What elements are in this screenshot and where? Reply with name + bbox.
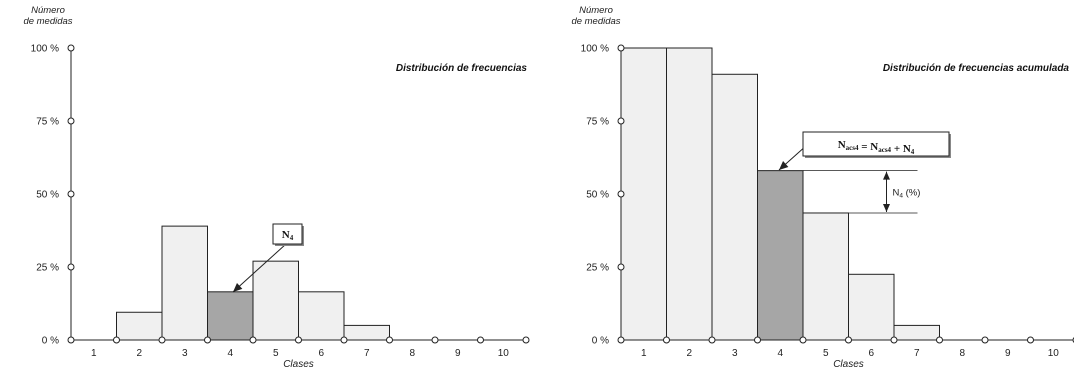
x-boundary-marker [431,336,439,344]
y-tick-label: 50 % [36,190,59,201]
y-tick-label: 25 % [36,263,59,274]
y-axis-title-line1: Número [31,5,65,16]
x-tick-label: 7 [364,348,370,359]
x-boundary-marker [1027,336,1034,344]
bar-7 [893,324,940,341]
chart-title: Distribución de frecuencias acumulada [883,63,1070,74]
x-boundary-marker [158,336,166,344]
x-tick-label: 10 [498,348,510,359]
y-tick-marker [617,336,625,344]
frequency-distribution-chart: 0 % 25 % 50 % 75 % 100 % 1 2 3 4 5 6 7 8 9 10 Clases Núm… [23,5,530,370]
y-tick-label: 75 % [586,117,609,128]
x-tick-label: 10 [1048,348,1060,359]
x-boundary-marker [754,336,761,344]
x-tick-label: 9 [455,348,461,359]
x-tick-label: 4 [777,348,783,359]
measure-arrow-down [883,203,890,212]
y-tick-marker [67,336,75,344]
x-tick-label: 3 [732,348,738,359]
y-tick-marker [67,263,75,271]
y-tick-marker [617,44,625,52]
y-axis-title-line2: de medidas [571,16,620,27]
y-tick-marker [617,117,625,125]
x-tick-label: 2 [136,348,142,359]
y-tick-label: 50 % [586,190,609,201]
annotation-arrow-line [232,243,287,293]
annotation-arrow-head [779,161,789,170]
annotation-arrow-head [233,282,243,292]
y-tick-marker [67,190,75,198]
x-boundary-marker [295,336,302,344]
x-tick-label: 9 [1005,348,1011,359]
bar-4 [757,170,804,341]
x-boundary-marker [477,336,484,344]
x-tick-label: 6 [318,348,324,359]
bar-6 [848,273,895,341]
y-tick-marker [617,190,625,198]
y-tick-label: 0 % [42,336,59,347]
chart-title: Distribución de frecuencias [396,63,528,74]
bar-3 [711,73,758,341]
bar-1 [620,47,667,341]
measure-arrow-up [883,171,890,180]
x-boundary-marker [936,336,943,344]
x-boundary-marker [386,336,393,344]
x-boundary-marker [113,336,120,344]
annotation-box [272,223,303,245]
x-boundary-marker [981,336,989,344]
bar-7 [343,324,390,341]
y-tick-label: 100 % [581,44,609,55]
x-boundary-marker [845,336,852,344]
x-boundary-marker [249,336,257,344]
annotation-label: N4 [282,229,294,242]
x-tick-label: 5 [273,348,279,359]
x-tick-label: 3 [182,348,188,359]
x-tick-label: 5 [823,348,829,359]
measure-label: N4 (%) [893,187,921,199]
bar-3 [161,225,208,341]
x-boundary-marker [204,336,211,344]
bar-4 [207,291,254,341]
x-axis-title: Clases [283,359,314,370]
x-boundary-marker [522,336,530,344]
y-axis-title-line2: de medidas [23,16,72,27]
x-tick-label: 8 [409,348,415,359]
y-tick-label: 25 % [586,263,609,274]
y-axis-title-line1: Número [579,5,613,16]
bar-2 [666,47,713,341]
cumulative-frequency-distribution-chart: 0 % 25 % 50 % 75 % 100 % 1 2 3 4 5 6 7 8 9 10 Clases Núm… [571,5,1074,370]
y-tick-marker [617,263,625,271]
x-tick-label: 1 [641,348,647,359]
annotation-label: Nacs4 = Nacs4 + N4 [838,139,915,156]
x-tick-label: 1 [91,348,97,359]
y-tick-label: 100 % [31,44,59,55]
y-tick-marker [67,117,75,125]
x-tick-label: 2 [686,348,692,359]
y-tick-label: 0 % [592,336,609,347]
x-boundary-marker [663,336,670,344]
x-boundary-marker [890,336,898,344]
x-axis-title: Clases [833,359,864,370]
x-tick-label: 7 [914,348,920,359]
x-tick-label: 8 [959,348,965,359]
annotation-box [802,131,950,157]
x-boundary-marker [799,336,807,344]
bar-6 [298,291,345,341]
x-boundary-marker [708,336,716,344]
y-tick-marker [67,44,75,52]
x-tick-label: 6 [868,348,874,359]
x-boundary-marker [340,336,348,344]
bar-5 [252,260,299,341]
y-tick-label: 75 % [36,117,59,128]
bar-5 [802,212,849,341]
x-tick-label: 4 [227,348,233,359]
bar-2 [116,311,163,341]
